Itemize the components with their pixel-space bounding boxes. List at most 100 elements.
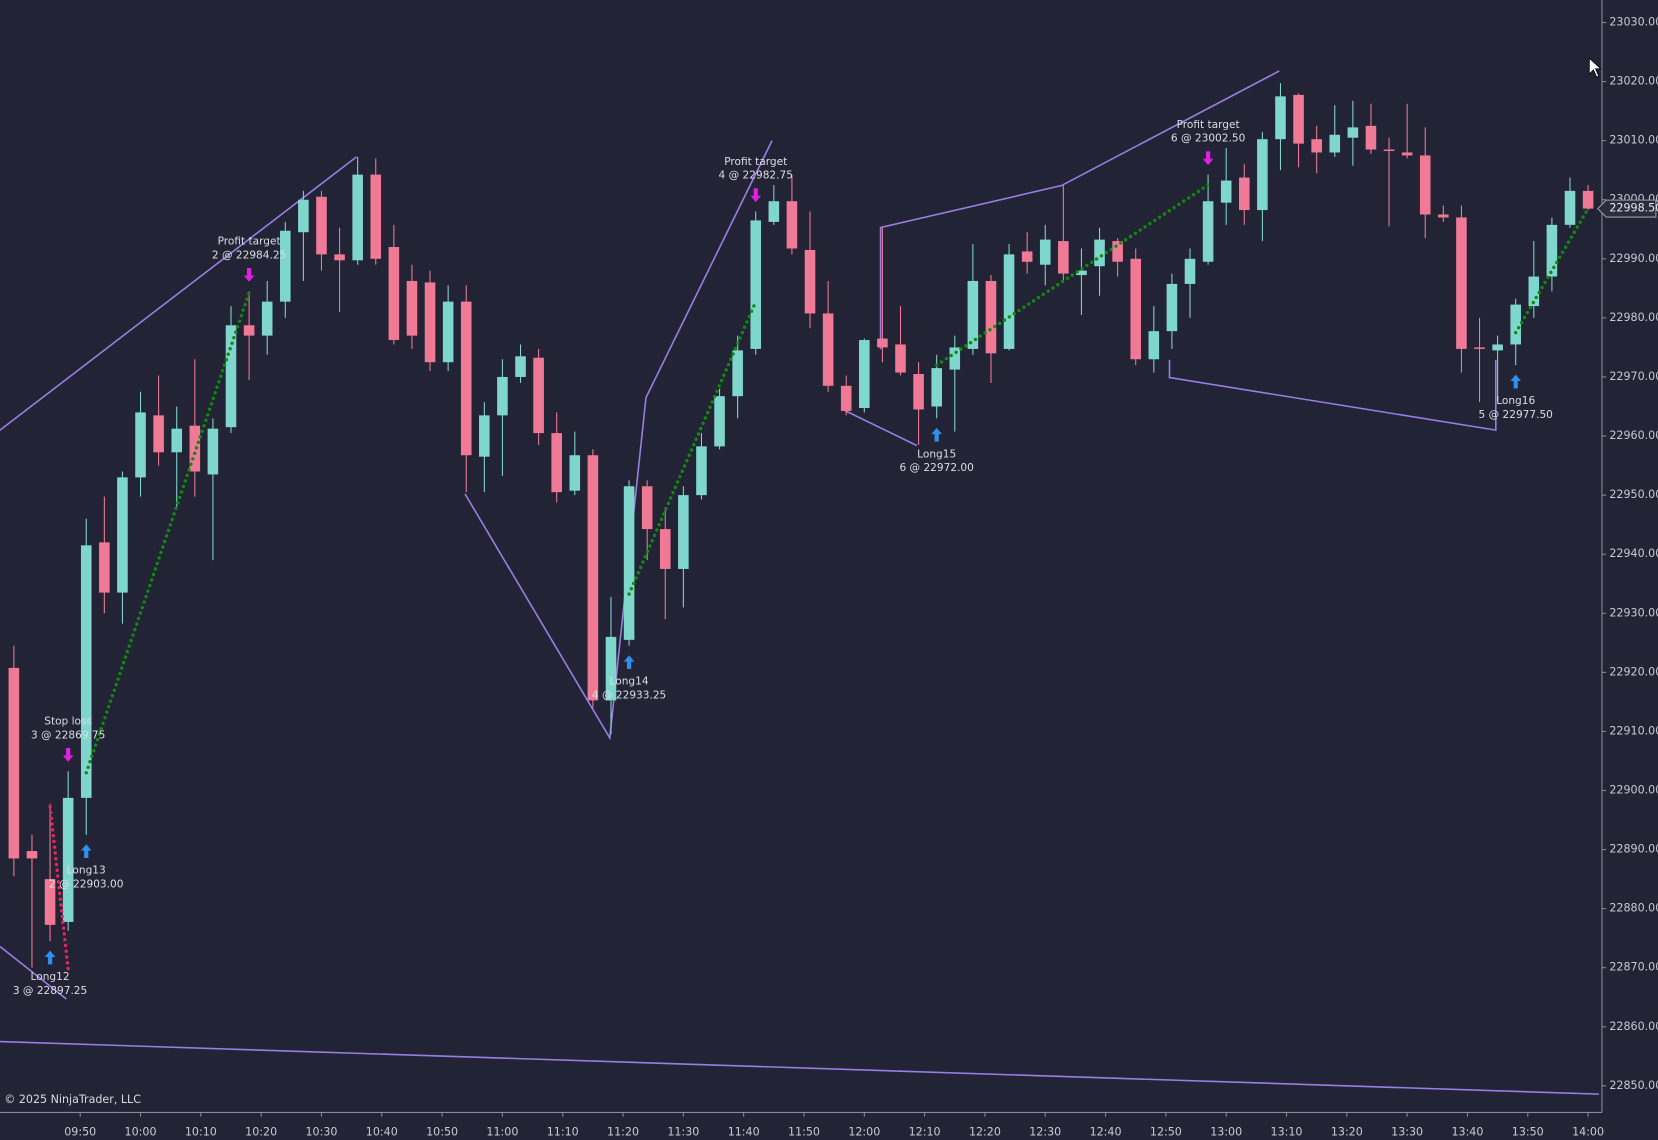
candle-body xyxy=(370,174,382,259)
exit-arrow xyxy=(1202,151,1214,166)
candle-body xyxy=(62,797,74,922)
y-tick-label: 22990.00 xyxy=(1609,252,1658,265)
candle-body xyxy=(1094,239,1105,267)
marker-label: Stop loss xyxy=(44,716,92,728)
x-tick-label: 12:50 xyxy=(1150,1126,1182,1139)
candle-body xyxy=(1166,283,1178,332)
candle-body xyxy=(750,220,762,349)
candle-body xyxy=(913,374,924,410)
candle-body xyxy=(207,428,219,475)
x-tick-label: 10:00 xyxy=(125,1126,157,1139)
candle-body xyxy=(1112,241,1123,262)
x-tick-label: 11:10 xyxy=(547,1126,579,1139)
swing-line xyxy=(0,945,67,1000)
candle-body xyxy=(1456,217,1467,349)
x-tick-label: 13:00 xyxy=(1210,1126,1242,1139)
candle-body xyxy=(117,477,128,593)
candle-body xyxy=(1347,127,1359,138)
candle-body xyxy=(569,455,581,491)
candle-body xyxy=(44,879,56,925)
swing-line xyxy=(844,409,918,447)
marker-detail: 2 @ 22903.00 xyxy=(49,878,124,890)
last-price-tag xyxy=(1596,199,1657,218)
candle-body xyxy=(714,396,725,447)
y-tick-label: 22930.00 xyxy=(1609,606,1658,619)
marker-detail: 5 @ 22977.50 xyxy=(1479,409,1554,421)
candle-body xyxy=(1003,254,1015,349)
candle-body xyxy=(1582,190,1594,209)
candle-body xyxy=(768,201,780,222)
candle-body xyxy=(1365,125,1377,150)
x-tick-label: 10:30 xyxy=(305,1126,337,1139)
marker-label: Profit target xyxy=(1177,119,1240,131)
candle-body xyxy=(696,446,707,496)
candle-body xyxy=(1039,239,1051,265)
candle-body xyxy=(424,282,436,363)
x-tick-label: 10:50 xyxy=(426,1126,458,1139)
candle-body xyxy=(1021,251,1033,262)
entry-arrow xyxy=(1510,374,1521,389)
y-tick-label: 22870.00 xyxy=(1609,961,1658,974)
candle-body xyxy=(153,415,164,453)
candle-body xyxy=(840,385,852,411)
marker-detail: 3 @ 22869.75 xyxy=(31,729,105,741)
candle-body xyxy=(479,415,490,457)
marker-label: Profit target xyxy=(218,236,281,248)
x-tick-label: 12:30 xyxy=(1029,1126,1061,1139)
x-tick-label: 11:30 xyxy=(667,1126,699,1139)
trade-line xyxy=(627,299,758,596)
x-tick-label: 10:40 xyxy=(366,1126,398,1139)
candle-body xyxy=(442,301,454,363)
candle-body xyxy=(388,246,400,341)
candle-body xyxy=(135,412,146,478)
entry-arrow xyxy=(44,950,56,965)
x-tick-label: 13:50 xyxy=(1512,1126,1544,1139)
y-tick-label: 22950.00 xyxy=(1609,488,1658,501)
candle-body xyxy=(1510,304,1521,345)
marker-label: Profit target xyxy=(724,156,787,168)
candle-body xyxy=(225,325,237,428)
y-tick-label: 22880.00 xyxy=(1609,902,1658,915)
x-tick-label: 11:50 xyxy=(788,1126,820,1139)
mouse-cursor xyxy=(1588,57,1602,78)
candle-body xyxy=(1076,270,1087,276)
candle-body xyxy=(1239,177,1250,211)
candle-body xyxy=(1419,155,1431,215)
candle-body xyxy=(985,280,997,354)
candle-body xyxy=(967,280,979,349)
candle-body xyxy=(931,368,942,407)
y-tick-label: 22920.00 xyxy=(1609,665,1658,678)
candle-body xyxy=(587,455,599,701)
x-tick-label: 10:10 xyxy=(185,1126,217,1139)
candle-body xyxy=(1148,331,1160,360)
x-tick-label: 13:40 xyxy=(1451,1126,1483,1139)
candle-body xyxy=(1275,96,1286,140)
y-tick-label: 22940.00 xyxy=(1609,547,1658,560)
y-tick-label: 22980.00 xyxy=(1609,311,1658,324)
y-tick-label: 22960.00 xyxy=(1609,429,1658,442)
trade-line xyxy=(1514,206,1590,335)
candle-body xyxy=(877,338,888,348)
candle-body xyxy=(949,347,961,370)
candle-body xyxy=(605,636,617,701)
marker-label: Long13 xyxy=(67,865,106,877)
trade-line xyxy=(934,183,1210,367)
marker-detail: 4 @ 22933.25 xyxy=(592,689,666,701)
candle-body xyxy=(623,486,635,640)
y-tick-label: 23010.00 xyxy=(1609,134,1658,147)
copyright: © 2025 NinjaTrader, LLC xyxy=(4,1093,141,1106)
swing-line xyxy=(0,156,357,431)
exit-arrow xyxy=(243,268,255,282)
marker-detail: 2 @ 22984.25 xyxy=(212,249,286,261)
x-tick-label: 10:20 xyxy=(245,1126,277,1139)
candle-body xyxy=(1058,241,1069,274)
y-tick-label: 22900.00 xyxy=(1609,783,1658,796)
candle-body xyxy=(352,174,363,261)
x-tick-label: 11:40 xyxy=(728,1126,760,1139)
candle-body xyxy=(1401,152,1413,156)
x-tick-label: 12:20 xyxy=(969,1126,1001,1139)
candle-body xyxy=(822,313,834,386)
exit-arrow xyxy=(750,188,762,203)
